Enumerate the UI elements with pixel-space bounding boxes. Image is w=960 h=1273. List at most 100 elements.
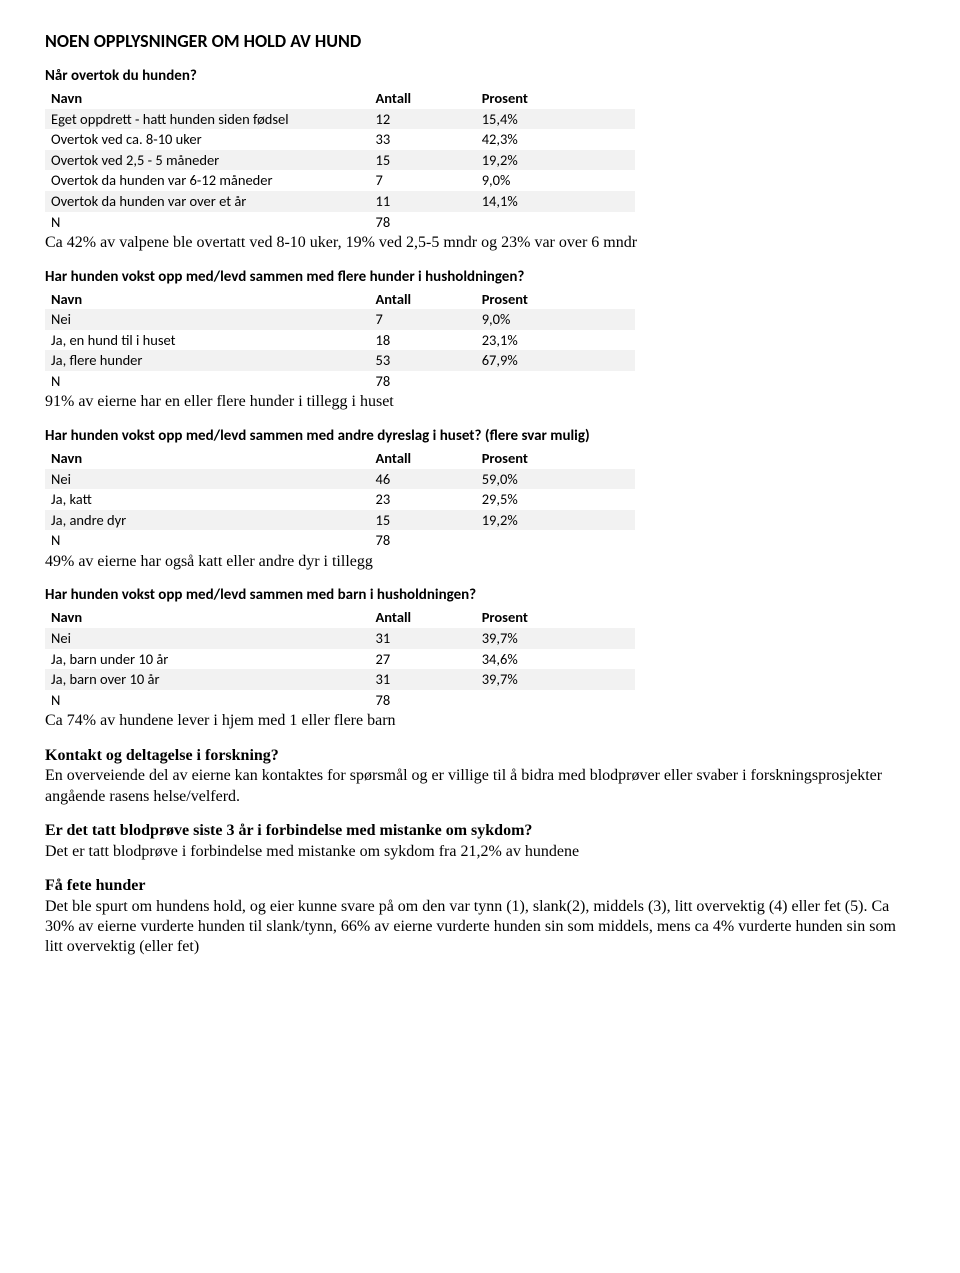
cell: Ja, katt [45,489,370,510]
cell: 15,4% [476,109,635,130]
cell: 67,9% [476,350,635,371]
table-row: Overtok da hunden var 6-12 måneder79,0% [45,170,635,191]
cell: 53 [370,350,476,371]
cell: 9,0% [476,170,635,191]
q1-note: Ca 42% av valpene ble overtatt ved 8-10 … [45,233,915,253]
q4-table: Navn Antall Prosent Nei3139,7% Ja, barn … [45,607,635,710]
cell: N [45,371,370,392]
q3-heading: Har hunden vokst opp med/levd sammen med… [45,427,915,446]
table-row: Eget oppdrett - hatt hunden siden fødsel… [45,109,635,130]
cell: 18 [370,330,476,351]
cell: 23,1% [476,330,635,351]
q2-table: Navn Antall Prosent Nei79,0% Ja, en hund… [45,289,635,392]
table-row: Ja, en hund til i huset1823,1% [45,330,635,351]
cell: 34,6% [476,649,635,670]
cell: N [45,690,370,711]
s1-text: En overveiende del av eierne kan kontakt… [45,766,915,807]
q4-note: Ca 74% av hundene lever i hjem med 1 ell… [45,711,915,731]
table-row: Ja, barn over 10 år3139,7% [45,669,635,690]
q2-heading: Har hunden vokst opp med/levd sammen med… [45,268,915,287]
table-row: Ja, andre dyr1519,2% [45,510,635,531]
table-row: Ja, barn under 10 år2734,6% [45,649,635,670]
q1-heading: Når overtok du hunden? [45,67,915,86]
col-header-count: Antall [370,607,476,628]
cell: Overtok ved ca. 8-10 uker [45,129,370,150]
col-header-pct: Prosent [476,448,635,469]
col-header-count: Antall [370,88,476,109]
col-header-name: Navn [45,607,370,628]
cell: 15 [370,510,476,531]
table-row: Ja, katt2329,5% [45,489,635,510]
s2-heading: Er det tatt blodprøve siste 3 år i forbi… [45,821,915,841]
q4-heading: Har hunden vokst opp med/levd sammen med… [45,586,915,605]
cell: Overtok da hunden var over et år [45,191,370,212]
col-header-pct: Prosent [476,289,635,310]
cell: Nei [45,628,370,649]
s3-heading: Få fete hunder [45,876,915,896]
cell: 29,5% [476,489,635,510]
cell: Nei [45,469,370,490]
table-row: Nei3139,7% [45,628,635,649]
cell: Overtok ved 2,5 - 5 måneder [45,150,370,171]
col-header-count: Antall [370,448,476,469]
cell [476,530,635,551]
table-row: N78 [45,371,635,392]
table-row: N78 [45,690,635,711]
cell: 78 [370,371,476,392]
cell: 46 [370,469,476,490]
cell: 27 [370,649,476,670]
cell [476,212,635,233]
cell: 7 [370,170,476,191]
s3-text: Det ble spurt om hundens hold, og eier k… [45,897,915,958]
cell: 23 [370,489,476,510]
cell: Ja, barn under 10 år [45,649,370,670]
cell: 39,7% [476,669,635,690]
cell: Ja, en hund til i huset [45,330,370,351]
table-row: Ja, flere hunder5367,9% [45,350,635,371]
q3-note: 49% av eierne har også katt eller andre … [45,552,915,572]
cell: Ja, andre dyr [45,510,370,531]
cell: 31 [370,669,476,690]
cell: 14,1% [476,191,635,212]
page-title: NOEN OPPLYSNINGER OM HOLD AV HUND [45,30,915,53]
cell: N [45,212,370,233]
col-header-name: Navn [45,88,370,109]
cell: 9,0% [476,309,635,330]
cell: Overtok da hunden var 6-12 måneder [45,170,370,191]
col-header-count: Antall [370,289,476,310]
q3-table: Navn Antall Prosent Nei4659,0% Ja, katt2… [45,448,635,551]
s1-heading: Kontakt og deltagelse i forskning? [45,746,915,766]
cell: 31 [370,628,476,649]
cell: 7 [370,309,476,330]
table-row: Overtok ved ca. 8-10 uker3342,3% [45,129,635,150]
table-row: Overtok ved 2,5 - 5 måneder1519,2% [45,150,635,171]
cell: 78 [370,212,476,233]
cell: N [45,530,370,551]
cell [476,371,635,392]
cell: Ja, barn over 10 år [45,669,370,690]
cell: Eget oppdrett - hatt hunden siden fødsel [45,109,370,130]
table-row: N78 [45,530,635,551]
cell [476,690,635,711]
cell: Ja, flere hunder [45,350,370,371]
table-row: Nei79,0% [45,309,635,330]
table-row: N78 [45,212,635,233]
cell: 12 [370,109,476,130]
cell: Nei [45,309,370,330]
cell: 11 [370,191,476,212]
q2-note: 91% av eierne har en eller flere hunder … [45,392,915,412]
col-header-name: Navn [45,289,370,310]
cell: 15 [370,150,476,171]
cell: 19,2% [476,150,635,171]
col-header-name: Navn [45,448,370,469]
cell: 42,3% [476,129,635,150]
cell: 78 [370,690,476,711]
col-header-pct: Prosent [476,607,635,628]
cell: 39,7% [476,628,635,649]
col-header-pct: Prosent [476,88,635,109]
table-row: Overtok da hunden var over et år1114,1% [45,191,635,212]
q1-table: Navn Antall Prosent Eget oppdrett - hatt… [45,88,635,232]
cell: 78 [370,530,476,551]
table-row: Nei4659,0% [45,469,635,490]
cell: 59,0% [476,469,635,490]
